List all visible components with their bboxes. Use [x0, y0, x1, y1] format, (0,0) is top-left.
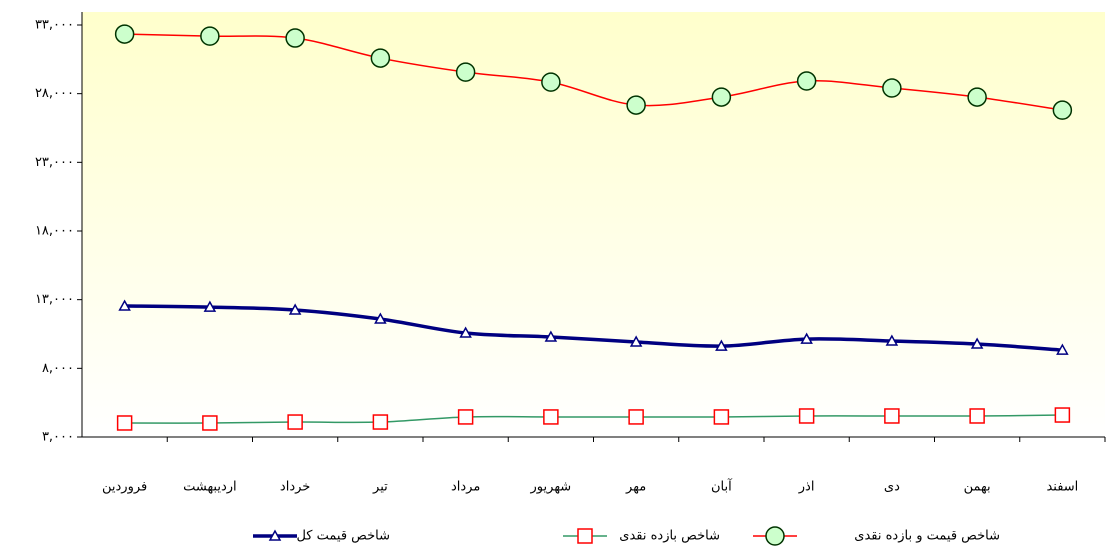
y-tick-label: ۳,۰۰۰ — [42, 430, 74, 445]
x-tick-label: مرداد — [451, 480, 480, 495]
data-point — [203, 300, 217, 312]
series-line — [124, 414, 1063, 424]
data-point — [288, 303, 302, 315]
x-tick-label: مهر — [625, 480, 646, 495]
y-tick-label: ۱۸,۰۰۰ — [35, 224, 74, 239]
legend-marker — [577, 528, 593, 544]
data-point — [715, 339, 728, 351]
data-point — [800, 332, 813, 344]
x-tick-label: تیر — [372, 480, 388, 495]
x-tick-label: اذر — [798, 480, 815, 495]
series-line — [124, 304, 1063, 352]
data-point — [1054, 407, 1071, 423]
x-tick-label: بهمن — [964, 480, 991, 495]
y-tick-label: ۲۸,۰۰۰ — [35, 86, 74, 101]
data-point — [116, 415, 133, 431]
data-point — [713, 409, 730, 425]
x-tick-label: اردیبهشت — [183, 480, 237, 495]
x-tick-label: خرداد — [280, 480, 310, 495]
data-point — [969, 408, 985, 424]
y-tick-label: ۳۳,۰۰۰ — [35, 18, 74, 33]
data-point — [711, 87, 732, 107]
data-point — [200, 26, 220, 46]
data-point — [885, 334, 899, 346]
x-tick-label: آبان — [711, 478, 733, 495]
legend-label: شاخص قیمت و بازده نقدی — [854, 529, 1000, 544]
x-tick-label: اسفند — [1046, 480, 1078, 495]
legend-label: شاخص قیمت کل — [296, 529, 390, 544]
data-point — [459, 326, 472, 338]
data-point — [457, 409, 474, 425]
data-point — [629, 335, 643, 347]
data-point — [544, 330, 558, 342]
data-point — [287, 414, 303, 430]
data-point — [882, 78, 902, 98]
x-tick-label: دی — [884, 480, 900, 495]
data-point — [628, 409, 644, 425]
data-point — [967, 87, 987, 107]
data-point — [114, 24, 135, 44]
data-point — [798, 408, 815, 424]
y-tick-label: ۱۳,۰۰۰ — [35, 292, 74, 307]
data-point — [796, 71, 817, 91]
x-tick-label: شهریور — [530, 480, 572, 495]
data-point — [541, 72, 561, 92]
data-point — [372, 414, 389, 430]
data-point — [970, 337, 984, 349]
data-point — [1052, 100, 1073, 120]
data-point — [202, 415, 218, 431]
data-point — [370, 48, 391, 68]
legend-marker — [765, 526, 785, 546]
y-tick-label: ۲۳,۰۰۰ — [35, 155, 74, 170]
data-point — [543, 409, 559, 425]
data-point — [374, 312, 387, 324]
data-point — [285, 28, 305, 48]
data-point — [118, 299, 131, 311]
data-point — [884, 408, 900, 424]
x-tick-label: فروردین — [102, 480, 147, 495]
data-point — [626, 95, 646, 115]
y-tick-label: ۸,۰۰۰ — [42, 361, 74, 376]
data-point — [455, 62, 476, 82]
data-point — [1056, 343, 1069, 355]
legend-label: شاخص بازده نقدی — [619, 529, 720, 544]
plot-area — [82, 12, 1105, 437]
legend-marker — [268, 529, 282, 541]
